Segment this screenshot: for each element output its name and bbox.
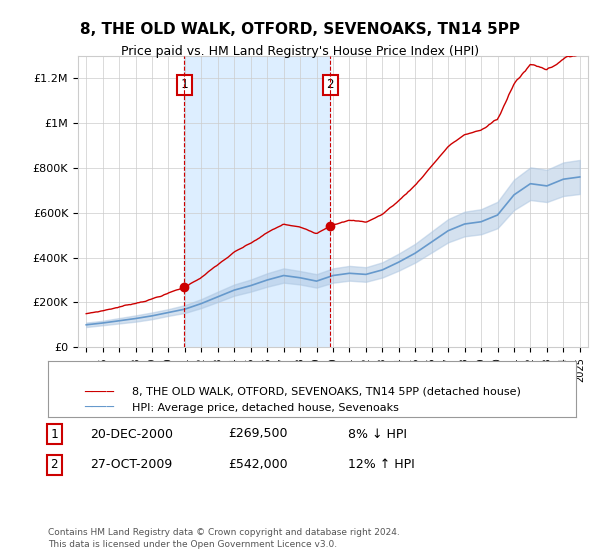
Text: Price paid vs. HM Land Registry's House Price Index (HPI): Price paid vs. HM Land Registry's House …: [121, 45, 479, 58]
Text: 27-OCT-2009: 27-OCT-2009: [90, 458, 172, 472]
Text: £542,000: £542,000: [228, 458, 287, 472]
Text: 1: 1: [181, 78, 188, 91]
Text: 2: 2: [50, 458, 58, 472]
Text: 8% ↓ HPI: 8% ↓ HPI: [348, 427, 407, 441]
Text: HPI: Average price, detached house, Sevenoaks: HPI: Average price, detached house, Seve…: [132, 403, 399, 413]
Text: ────: ────: [84, 401, 114, 414]
Text: Contains HM Land Registry data © Crown copyright and database right 2024.
This d: Contains HM Land Registry data © Crown c…: [48, 528, 400, 549]
Text: 2: 2: [326, 78, 334, 91]
Text: ────: ────: [84, 385, 114, 399]
Text: 8, THE OLD WALK, OTFORD, SEVENOAKS, TN14 5PP (detached house): 8, THE OLD WALK, OTFORD, SEVENOAKS, TN14…: [132, 387, 521, 397]
Text: £269,500: £269,500: [228, 427, 287, 441]
Text: 8, THE OLD WALK, OTFORD, SEVENOAKS, TN14 5PP: 8, THE OLD WALK, OTFORD, SEVENOAKS, TN14…: [80, 22, 520, 38]
Bar: [184, 56, 330, 347]
Text: 12% ↑ HPI: 12% ↑ HPI: [348, 458, 415, 472]
Text: 20-DEC-2000: 20-DEC-2000: [90, 427, 173, 441]
Text: 1: 1: [50, 427, 58, 441]
